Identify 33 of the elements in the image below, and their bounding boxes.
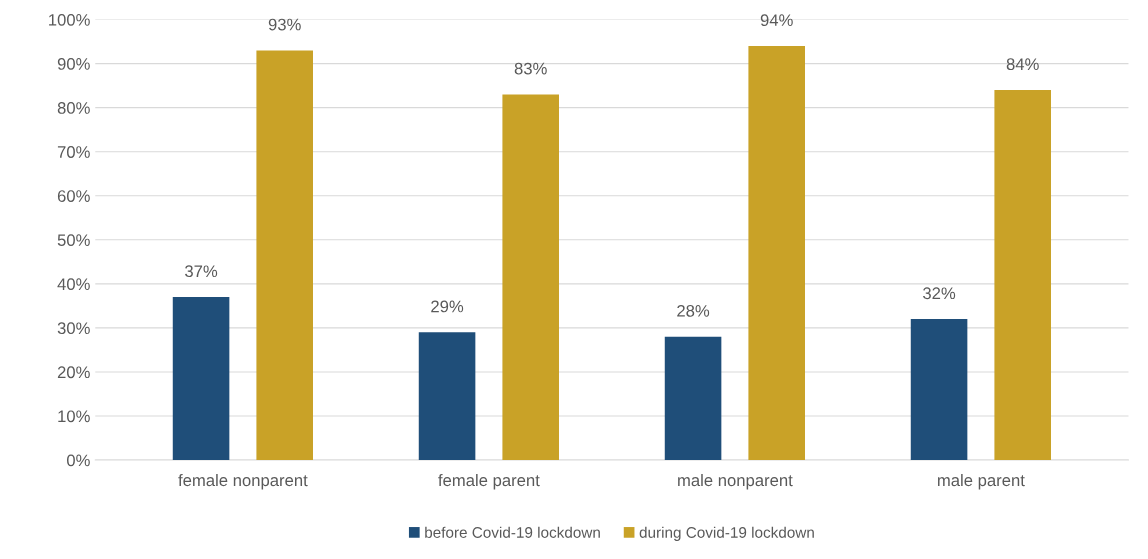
y-tick-label: 40% <box>57 278 90 291</box>
legend-label: during Covid-19 lockdown <box>639 526 814 541</box>
bar <box>910 319 968 461</box>
y-tick-label: 30% <box>57 322 90 335</box>
data-label: 93% <box>268 18 301 31</box>
y-tick-label: 20% <box>57 366 90 379</box>
legend-label: before Covid-19 lockdown <box>425 526 600 538</box>
y-tick-label: 60% <box>57 190 90 202</box>
y-tick-label: 50% <box>57 234 90 247</box>
data-label: 28% <box>677 304 710 317</box>
data-label: 32% <box>923 287 956 300</box>
bar <box>748 45 805 461</box>
bar <box>256 50 313 461</box>
y-tick-label: 90% <box>57 58 90 70</box>
bar <box>664 336 722 461</box>
bar <box>418 332 476 461</box>
data-label: 84% <box>1006 58 1039 71</box>
bar <box>994 90 1051 461</box>
y-tick-label: 0% <box>66 454 90 467</box>
x-tick-label: male parent <box>937 473 1025 490</box>
data-label: 94% <box>760 14 793 27</box>
data-label: 37% <box>185 265 218 278</box>
x-tick-label: female parent <box>438 473 540 490</box>
bar <box>502 94 559 461</box>
y-tick-label: 80% <box>57 102 90 114</box>
bar <box>172 297 230 461</box>
y-tick-label: 100% <box>49 13 90 26</box>
y-tick-label: 70% <box>57 146 90 158</box>
y-tick-label: 10% <box>58 410 90 423</box>
x-tick-label: male nonparent <box>678 473 793 490</box>
x-tick-label: female nonparent <box>178 473 308 490</box>
data-label: 83% <box>514 62 547 75</box>
data-label: 29% <box>431 300 464 313</box>
